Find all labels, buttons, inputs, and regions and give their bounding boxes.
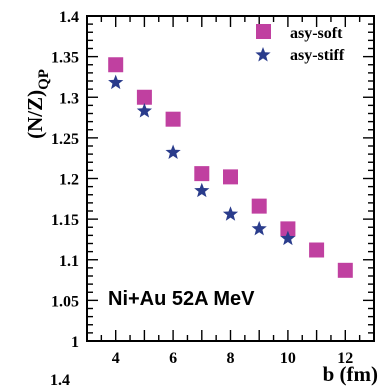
asy-soft-point bbox=[337, 262, 353, 278]
legend-label-asy-stiff: asy-stiff bbox=[290, 47, 345, 64]
asy-soft-point bbox=[223, 169, 238, 185]
y-tick-label: 1.25 bbox=[51, 131, 79, 148]
y-tick-label: 1.1 bbox=[59, 253, 79, 270]
y-tick-label: 1.35 bbox=[51, 50, 79, 67]
x-axis-label: b (fm) bbox=[323, 362, 378, 386]
y-tick-label: 1.05 bbox=[51, 293, 79, 310]
x-tick-label: 10 bbox=[280, 350, 296, 367]
data-marks bbox=[108, 57, 353, 278]
y-axis-label: (N/Z)QP bbox=[23, 69, 52, 139]
asy-stiff-point bbox=[251, 220, 267, 236]
x-tick-label: 6 bbox=[169, 350, 177, 367]
asy-stiff-point bbox=[194, 182, 210, 198]
x-tick-label: 12 bbox=[337, 350, 353, 367]
y-tick-label: 1.15 bbox=[51, 212, 79, 229]
y-axis-label-subscript: QP bbox=[36, 69, 52, 90]
asy-soft-point bbox=[251, 198, 267, 214]
asy-soft-point bbox=[194, 166, 210, 182]
y-tick-label: 1.3 bbox=[59, 90, 79, 107]
asy-soft-point bbox=[309, 242, 325, 258]
svg-text:(N/Z)QP: (N/Z)QP bbox=[23, 69, 52, 139]
ticks bbox=[86, 15, 375, 342]
asy-soft-point bbox=[108, 57, 124, 73]
y-tick-label: 1 bbox=[71, 334, 79, 351]
asy-stiff-point bbox=[222, 206, 239, 221]
asy-soft-point bbox=[280, 221, 296, 237]
legend-label-asy-soft: asy-soft bbox=[290, 25, 343, 42]
asy-soft-point bbox=[165, 111, 181, 127]
x-tick-label: 8 bbox=[227, 350, 235, 367]
legend: asy-soft asy-stiff bbox=[255, 24, 345, 64]
asy-stiff-point bbox=[108, 74, 124, 90]
y-tick-label: 1.2 bbox=[59, 172, 79, 189]
legend-marker-asy-soft bbox=[256, 24, 271, 39]
stray-tick-label: 1.4 bbox=[50, 372, 70, 387]
x-tick-label: 4 bbox=[112, 350, 120, 367]
asy-stiff-point bbox=[280, 230, 296, 246]
asy-stiff-point bbox=[165, 144, 181, 159]
legend-marker-asy-stiff bbox=[255, 47, 271, 62]
y-tick-label: 1.4 bbox=[59, 9, 79, 26]
asy-stiff-point bbox=[136, 103, 153, 118]
asy-soft-point bbox=[136, 89, 152, 105]
chart-annotation: Ni+Au 52A MeV bbox=[108, 288, 255, 310]
tick-labels: 4 6 8 10 12 1 1.05 1.1 1.15 1.2 1.25 1.3 1.35 1.4 bbox=[51, 9, 353, 367]
y-axis-label-main: (N/Z) bbox=[23, 90, 47, 139]
